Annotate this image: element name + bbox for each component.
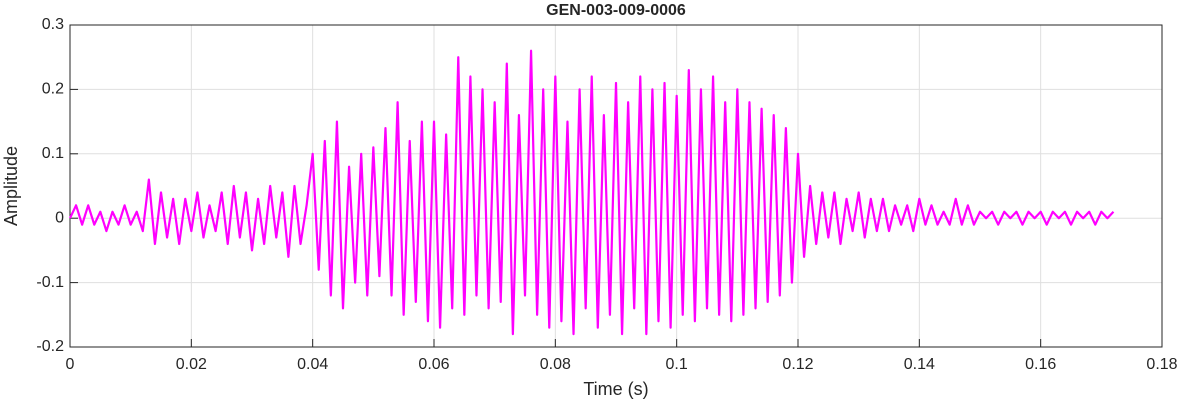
y-tick-label: 0 xyxy=(55,209,64,226)
x-tick-label: 0.12 xyxy=(782,356,813,373)
x-tick-label: 0.08 xyxy=(540,356,571,373)
y-tick-label: -0.2 xyxy=(36,338,64,355)
axes-box xyxy=(69,24,1163,348)
x-tick-label: 0.06 xyxy=(418,356,449,373)
x-tick-label: 0.18 xyxy=(1146,356,1177,373)
waveform-line xyxy=(69,49,1115,336)
x-tick-label: 0.16 xyxy=(1025,356,1056,373)
x-tick-label: 0.02 xyxy=(176,356,207,373)
x-tick-label: 0.14 xyxy=(904,356,935,373)
x-tick-label: 0.1 xyxy=(666,356,688,373)
x-tick-label: 0.04 xyxy=(297,356,328,373)
y-tick-label: 0.3 xyxy=(42,16,64,33)
y-axis-label: Amplitude xyxy=(1,146,21,226)
x-axis-label: Time (s) xyxy=(583,379,648,399)
chart-title: GEN-003-009-0006 xyxy=(546,2,686,19)
x-tick-label: 0 xyxy=(66,356,75,373)
y-tick-label: 0.1 xyxy=(42,145,64,162)
y-tick-label: 0.2 xyxy=(42,81,64,98)
y-tick-label: -0.1 xyxy=(36,274,64,291)
